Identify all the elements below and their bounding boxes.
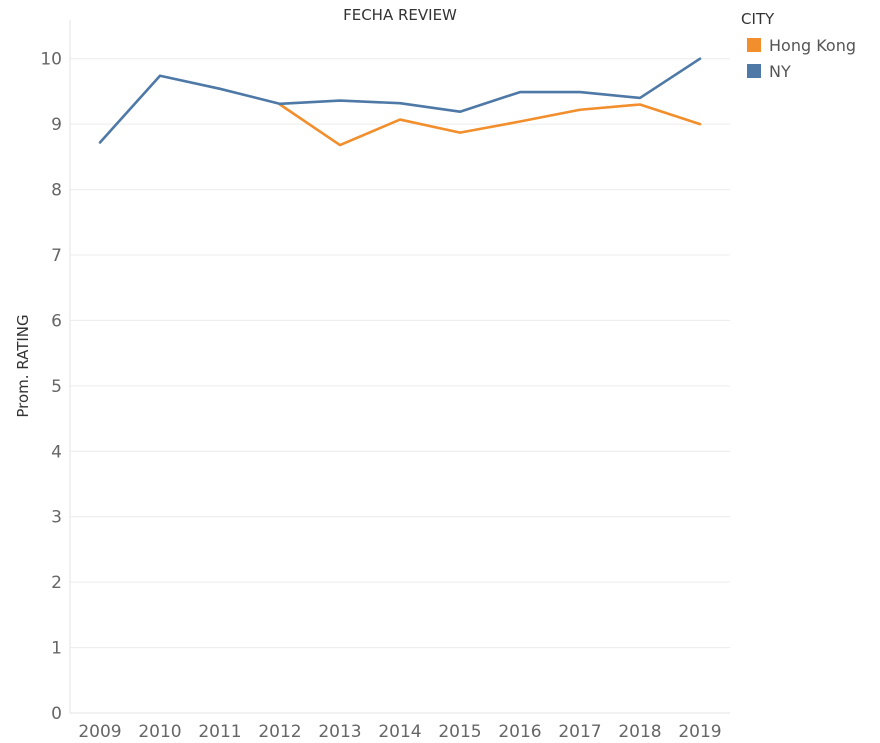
y-tick-label: 5 xyxy=(51,377,62,397)
y-tick-label: 10 xyxy=(40,50,62,70)
axes xyxy=(69,20,730,714)
legend-swatch xyxy=(747,64,761,78)
y-tick-label: 4 xyxy=(51,442,62,462)
y-tick-label: 1 xyxy=(51,639,62,659)
legend: CITY Hong Kong NY xyxy=(741,10,856,81)
x-tick-label: 2014 xyxy=(378,722,421,742)
y-axis-label: Prom. RATING xyxy=(14,314,32,417)
x-tick-label: 2016 xyxy=(498,722,541,742)
legend-label: NY xyxy=(769,62,791,81)
y-tick-label: 3 xyxy=(51,508,62,528)
gridlines xyxy=(70,58,730,714)
y-tick-label: 8 xyxy=(51,181,62,201)
chart-title: FECHA REVIEW xyxy=(343,6,457,24)
legend-label: Hong Kong xyxy=(769,36,856,55)
y-tick-label: 2 xyxy=(51,573,62,593)
series-line-hong-kong xyxy=(278,103,702,147)
x-tick-label: 2011 xyxy=(198,722,241,742)
legend-swatch xyxy=(747,38,761,52)
x-tick-label: 2015 xyxy=(438,722,481,742)
legend-items: Hong Kong NY xyxy=(747,36,856,81)
series-line-ny xyxy=(98,57,702,144)
y-tick-label: 9 xyxy=(51,115,62,135)
y-tick-label: 6 xyxy=(51,311,62,331)
x-tick-label: 2012 xyxy=(258,722,301,742)
series-lines xyxy=(98,57,702,147)
y-tick-label: 7 xyxy=(51,246,62,266)
legend-title: CITY xyxy=(741,10,775,28)
x-tick-label: 2009 xyxy=(78,722,121,742)
x-tick-label: 2010 xyxy=(138,722,181,742)
x-axis-ticks: 2009 2010 2011 2012 2013 2014 2015 2016 2017 2018… xyxy=(78,722,721,742)
x-tick-label: 2019 xyxy=(678,722,721,742)
x-tick-label: 2013 xyxy=(318,722,361,742)
y-tick-label: 0 xyxy=(51,704,62,724)
x-tick-label: 2017 xyxy=(558,722,601,742)
x-tick-label: 2018 xyxy=(618,722,661,742)
y-axis-ticks: 0 1 2 3 4 5 6 7 8 9 10 xyxy=(40,50,62,724)
